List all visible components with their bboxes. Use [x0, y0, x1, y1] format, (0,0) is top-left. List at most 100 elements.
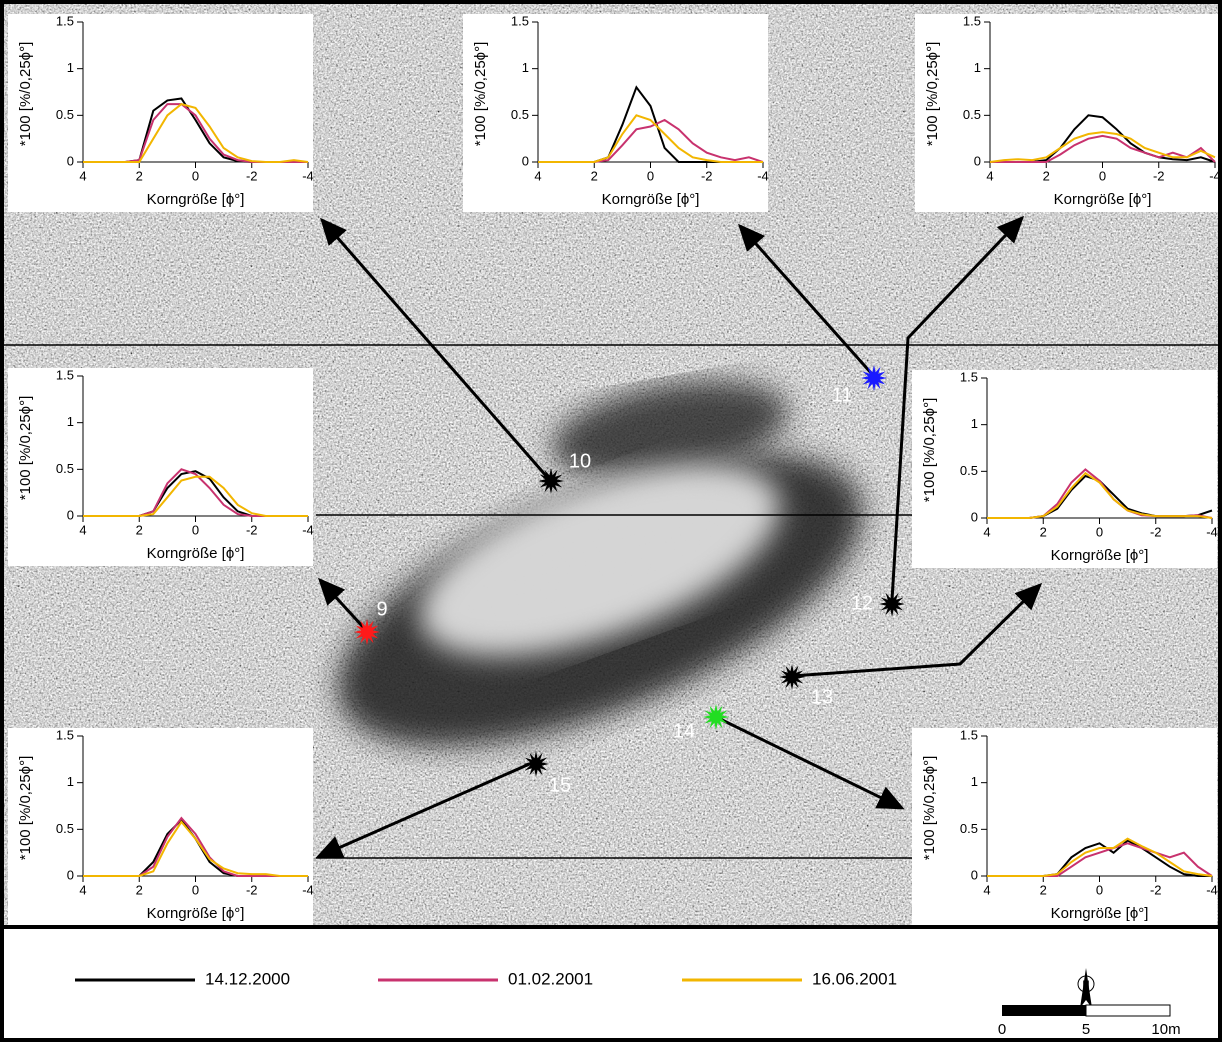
y-tick-label: 0 [522, 153, 529, 168]
data-line [83, 475, 308, 517]
scale-label: 0 [998, 1021, 1006, 1038]
x-tick-label: 4 [79, 168, 86, 183]
y-axis-label: *100 [%/0,25ϕ°] [17, 396, 34, 500]
legend-label: 14.12.2000 [205, 969, 290, 988]
x-tick-label: -2 [246, 168, 258, 183]
y-tick-label: 0.5 [56, 461, 74, 476]
data-line [989, 131, 1216, 163]
y-axis-label: *100 [%/0,25ϕ°] [924, 42, 941, 146]
station-label: 15 [549, 774, 571, 796]
data-line [987, 471, 1213, 519]
x-tick-label: 4 [986, 168, 993, 183]
x-tick-label: 2 [1040, 882, 1047, 897]
x-tick-label: 0 [1096, 524, 1103, 539]
y-tick-label: 1.5 [56, 367, 74, 382]
panel-background [8, 728, 313, 926]
x-tick-label: -4 [302, 522, 314, 537]
station-label: 14 [673, 720, 695, 742]
y-axis-label: *100 [%/0,25ϕ°] [17, 42, 34, 146]
y-tick-label: 1.5 [56, 13, 74, 28]
x-axis-label: Korngröße [ϕ°] [1051, 547, 1149, 564]
station-label: 12 [851, 592, 873, 614]
chart-panel: 0 0.5 1 1.5 4 2 0 -2 -4 Korngröße [ϕ°] *100 [%/0,2… [915, 13, 1221, 212]
x-tick-label: -4 [757, 168, 769, 183]
data-line [990, 134, 1216, 163]
x-tick-label: -2 [701, 168, 713, 183]
x-axis-label: Korngröße [ϕ°] [147, 905, 245, 922]
y-tick-label: 0 [67, 867, 74, 882]
station-marker [523, 751, 549, 777]
y-tick-label: 0 [971, 867, 978, 882]
x-axis-label: Korngröße [ϕ°] [147, 545, 245, 562]
north-arrow: N [1077, 968, 1095, 1008]
x-tick-label: 4 [79, 882, 86, 897]
y-tick-label: 1.5 [963, 13, 981, 28]
x-axis-label: Korngröße [ϕ°] [602, 191, 700, 208]
data-line [538, 114, 763, 163]
y-tick-label: 0 [67, 507, 74, 522]
arrows [315, 215, 1043, 859]
chart-panel: 0 0.5 1 1.5 4 2 0 -2 -4 Korngröße [ϕ°] *100 [%/0,2… [912, 369, 1218, 568]
y-tick-label: 0 [67, 153, 74, 168]
y-tick-label: 1 [67, 60, 74, 75]
y-tick-label: 0.5 [960, 463, 978, 478]
legend-label: 16.06.2001 [812, 969, 897, 988]
chart-panel: 0 0.5 1 1.5 4 2 0 -2 -4 Korngröße [ϕ°] *100 [%/0,2… [8, 367, 314, 566]
station-label: 13 [811, 686, 833, 708]
x-tick-label: 4 [79, 522, 86, 537]
x-tick-label: -2 [246, 882, 258, 897]
panel-background [912, 370, 1217, 568]
x-tick-label: 2 [136, 168, 143, 183]
x-axis-label: Korngröße [ϕ°] [1054, 191, 1152, 208]
y-axis-label: *100 [%/0,25ϕ°] [921, 398, 938, 502]
x-tick-label: 0 [192, 168, 199, 183]
x-tick-label: 4 [534, 168, 541, 183]
y-tick-label: 0.5 [511, 107, 529, 122]
y-tick-label: 1.5 [511, 13, 529, 28]
y-tick-label: 0 [974, 153, 981, 168]
x-tick-label: 2 [136, 882, 143, 897]
x-tick-label: -4 [1206, 882, 1218, 897]
station-label: 9 [376, 598, 387, 620]
data-line [83, 103, 309, 163]
x-tick-label: 0 [1096, 882, 1103, 897]
y-axis-label: *100 [%/0,25ϕ°] [921, 756, 938, 860]
y-axis-label: *100 [%/0,25ϕ°] [472, 42, 489, 146]
panel-background [8, 368, 313, 566]
x-tick-label: -4 [302, 882, 314, 897]
y-tick-label: 0.5 [56, 821, 74, 836]
legend-label: 01.02.2001 [508, 969, 593, 988]
y-tick-label: 1.5 [56, 727, 74, 742]
x-tick-label: 0 [647, 168, 654, 183]
chart-panel: 0 0.5 1 1.5 4 2 0 -2 -4 Korngröße [ϕ°] *100 [%/0,2… [8, 13, 314, 212]
x-tick-label: 2 [1040, 524, 1047, 539]
x-tick-label: 2 [1043, 168, 1050, 183]
panel-background [463, 14, 768, 212]
y-axis-label: *100 [%/0,25ϕ°] [17, 756, 34, 860]
y-tick-label: 1 [522, 60, 529, 75]
x-tick-label: 0 [192, 882, 199, 897]
x-axis-label: Korngröße [ϕ°] [1051, 905, 1149, 922]
x-axis-label: Korngröße [ϕ°] [147, 191, 245, 208]
x-tick-label: 2 [591, 168, 598, 183]
scale-label: 10m [1151, 1021, 1180, 1038]
station-marker [879, 591, 905, 617]
station-marker [779, 664, 805, 690]
station-marker [538, 468, 564, 494]
x-tick-label: -2 [1150, 882, 1162, 897]
data-line [83, 820, 308, 877]
panel-background [912, 728, 1217, 926]
x-tick-label: 0 [1099, 168, 1106, 183]
x-tick-label: -2 [246, 522, 258, 537]
y-tick-label: 1.5 [960, 727, 978, 742]
scale-bar: 0 5 10m [998, 1004, 1181, 1038]
x-tick-label: 4 [983, 882, 990, 897]
y-tick-label: 1 [971, 774, 978, 789]
station-label: 10 [569, 450, 591, 472]
y-tick-label: 0 [971, 509, 978, 524]
x-tick-label: 0 [192, 522, 199, 537]
x-tick-label: -4 [1206, 524, 1218, 539]
station-label: 11 [832, 384, 853, 406]
x-tick-label: -2 [1150, 524, 1162, 539]
